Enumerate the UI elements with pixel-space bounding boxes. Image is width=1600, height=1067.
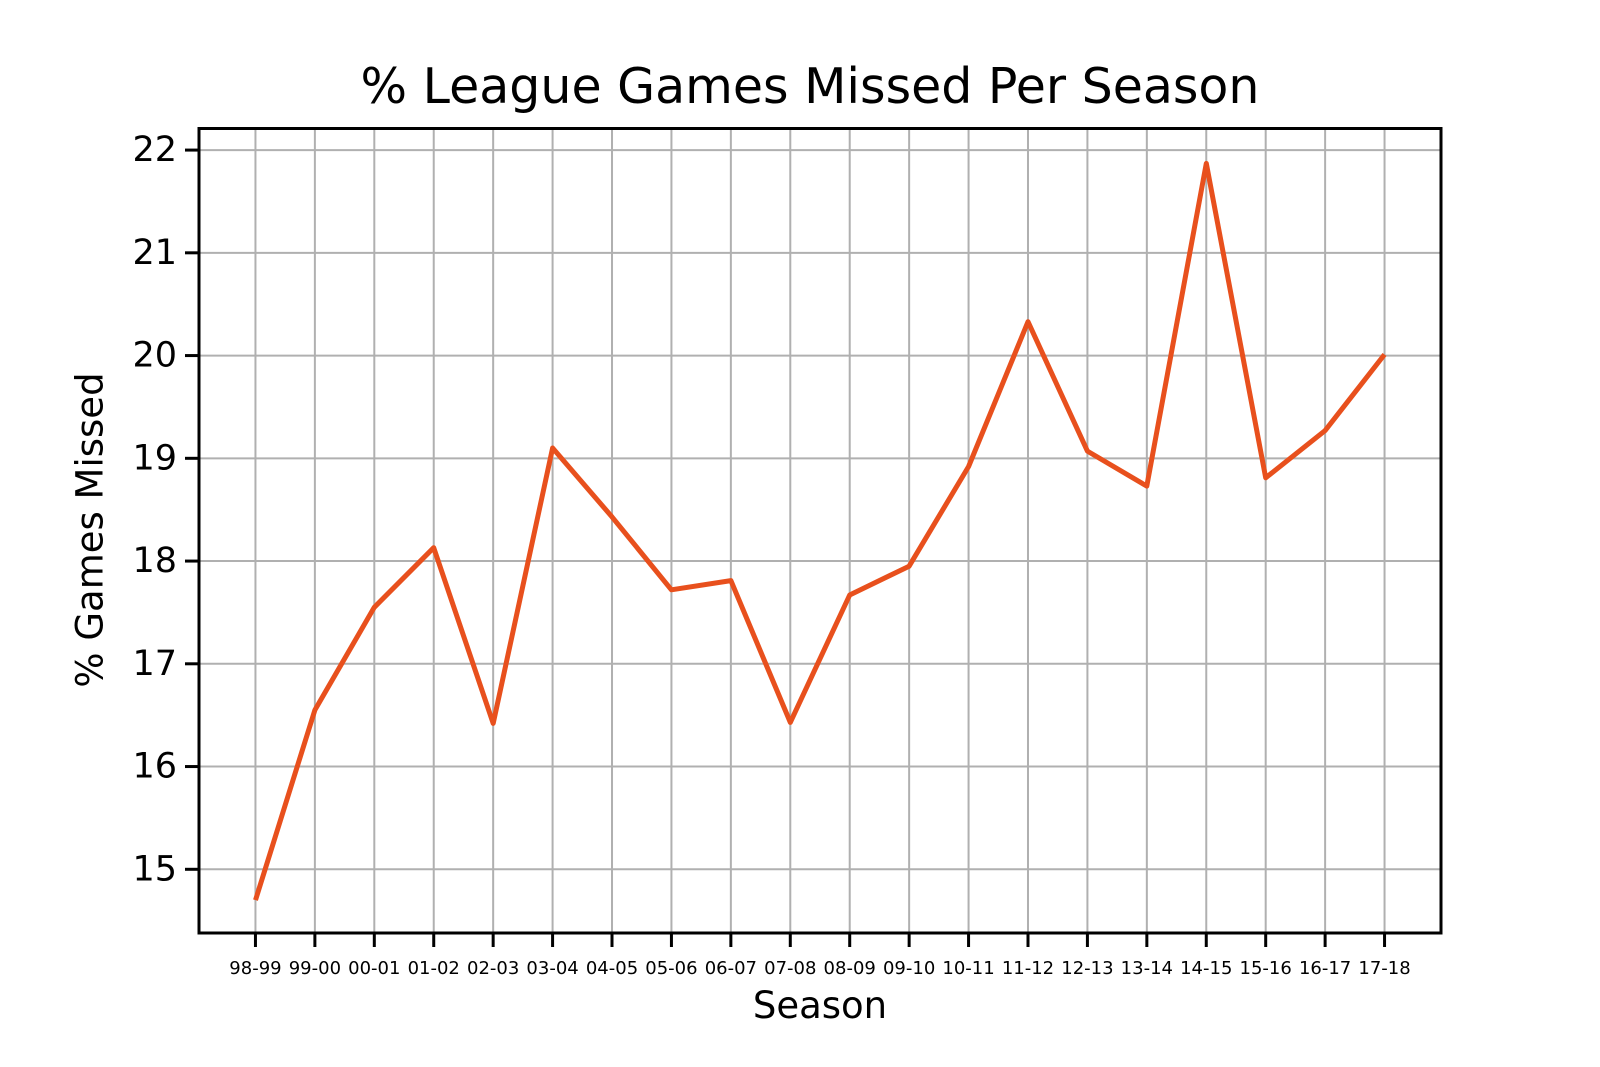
x-tick-label: 02-03 (467, 958, 519, 979)
x-tick-label: 14-15 (1180, 958, 1232, 979)
x-tick-label: 12-13 (1061, 958, 1113, 979)
y-axis-label: % Games Missed (69, 372, 112, 687)
y-tick-label: 16 (132, 747, 177, 787)
y-tick-label: 15 (132, 849, 177, 889)
line-series (253, 160, 1387, 901)
x-tick-label: 15-16 (1240, 958, 1292, 979)
y-tick-label: 22 (132, 130, 177, 170)
x-tick-label: 09-10 (883, 958, 935, 979)
line-series-layer (253, 160, 1387, 901)
x-tick-label: 13-14 (1121, 958, 1173, 979)
x-tick-label: 03-04 (526, 958, 578, 979)
x-axis-label: Season (753, 984, 887, 1027)
y-tick-label: 20 (132, 336, 177, 376)
x-tick-label: 05-06 (645, 958, 697, 979)
y-tick-label: 18 (132, 541, 177, 581)
axis-ticks (185, 148, 1387, 947)
chart-title: % League Games Missed Per Season (361, 58, 1260, 115)
x-tick-label: 98-99 (229, 958, 281, 979)
y-tick-label: 19 (132, 438, 177, 478)
x-tick-label: 17-18 (1358, 958, 1410, 979)
tick-labels: 98-99 99-00 00-01 01-02 02-03 03-04 04-05 05-06… (132, 130, 1410, 979)
x-tick-label: 07-08 (764, 958, 816, 979)
plot-border (197, 127, 1443, 935)
y-tick-label: 21 (132, 233, 177, 273)
x-tick-label: 10-11 (942, 958, 994, 979)
x-tick-label: 06-07 (705, 958, 757, 979)
x-tick-label: 08-09 (824, 958, 876, 979)
x-tick-label: 11-12 (1002, 958, 1054, 979)
x-tick-label: 04-05 (586, 958, 638, 979)
x-tick-label: 01-02 (408, 958, 460, 979)
gridlines (199, 128, 1441, 933)
x-tick-label: 00-01 (348, 958, 400, 979)
x-tick-label: 16-17 (1299, 958, 1351, 979)
y-tick-label: 17 (132, 644, 177, 684)
x-tick-label: 99-00 (289, 958, 341, 979)
